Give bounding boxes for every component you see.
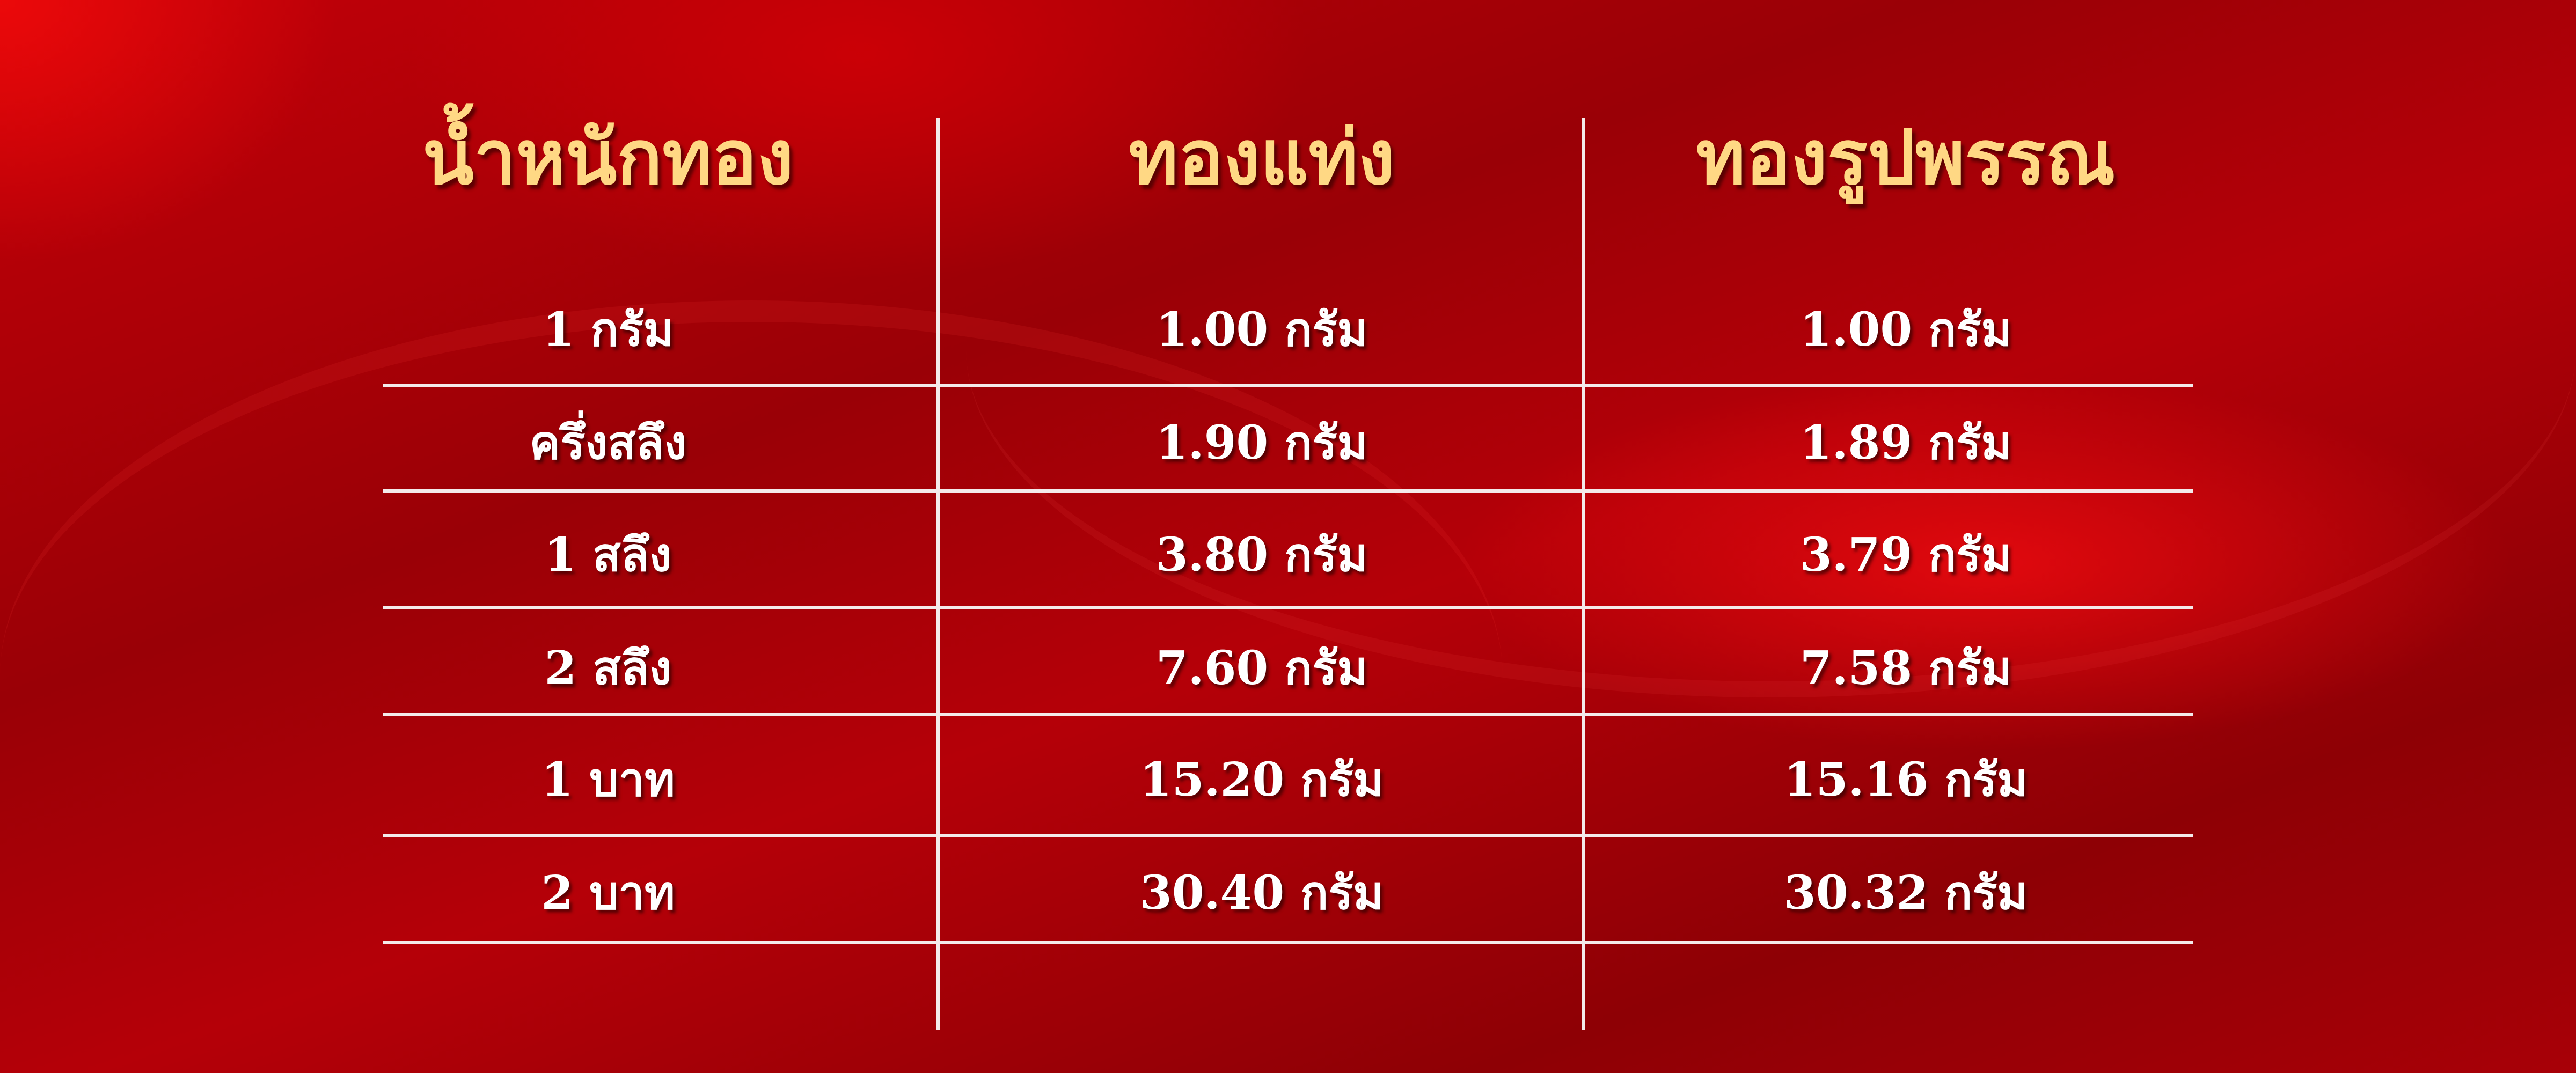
header-weight: น้ำหนักทอง xyxy=(422,114,794,202)
row-divider xyxy=(383,941,2193,944)
row-divider xyxy=(383,384,2193,387)
gold-jewelry-cell: 3.79 กรัม xyxy=(1799,528,2012,582)
gold-bar-cell: 15.20 กรัม xyxy=(1139,753,1384,807)
header-gold-bar: ทองแท่ง xyxy=(1129,114,1395,202)
gold-bar-cell: 30.40 กรัม xyxy=(1139,866,1384,920)
weight-cell: 2 สลึง xyxy=(544,641,672,695)
weight-cell: 2 บาท xyxy=(541,866,675,920)
row-divider xyxy=(383,834,2193,837)
gold-jewelry-cell: 7.58 กรัม xyxy=(1799,641,2012,695)
row-divider xyxy=(383,606,2193,609)
gold-jewelry-cell: 15.16 กรัม xyxy=(1783,753,2028,807)
gold-bar-cell: 7.60 กรัม xyxy=(1155,641,1368,695)
weight-cell: 1 สลึง xyxy=(544,528,672,582)
weight-cell: ครึ่งสลึง xyxy=(529,416,687,470)
row-divider xyxy=(383,713,2193,716)
column-divider xyxy=(1582,118,1585,1030)
gold-bar-cell: 1.00 กรัม xyxy=(1155,303,1368,357)
weight-cell: 1 กรัม xyxy=(542,303,674,357)
gold-jewelry-cell: 1.00 กรัม xyxy=(1799,303,2012,357)
row-divider xyxy=(383,489,2193,493)
gold-jewelry-cell: 1.89 กรัม xyxy=(1799,416,2012,470)
gold-jewelry-cell: 30.32 กรัม xyxy=(1783,866,2028,920)
weight-cell: 1 บาท xyxy=(541,753,675,807)
header-gold-jewelry: ทองรูปพรรณ xyxy=(1696,114,2116,202)
gold-bar-cell: 1.90 กรัม xyxy=(1155,416,1368,470)
column-divider xyxy=(936,118,940,1030)
gold-bar-cell: 3.80 กรัม xyxy=(1155,528,1368,582)
